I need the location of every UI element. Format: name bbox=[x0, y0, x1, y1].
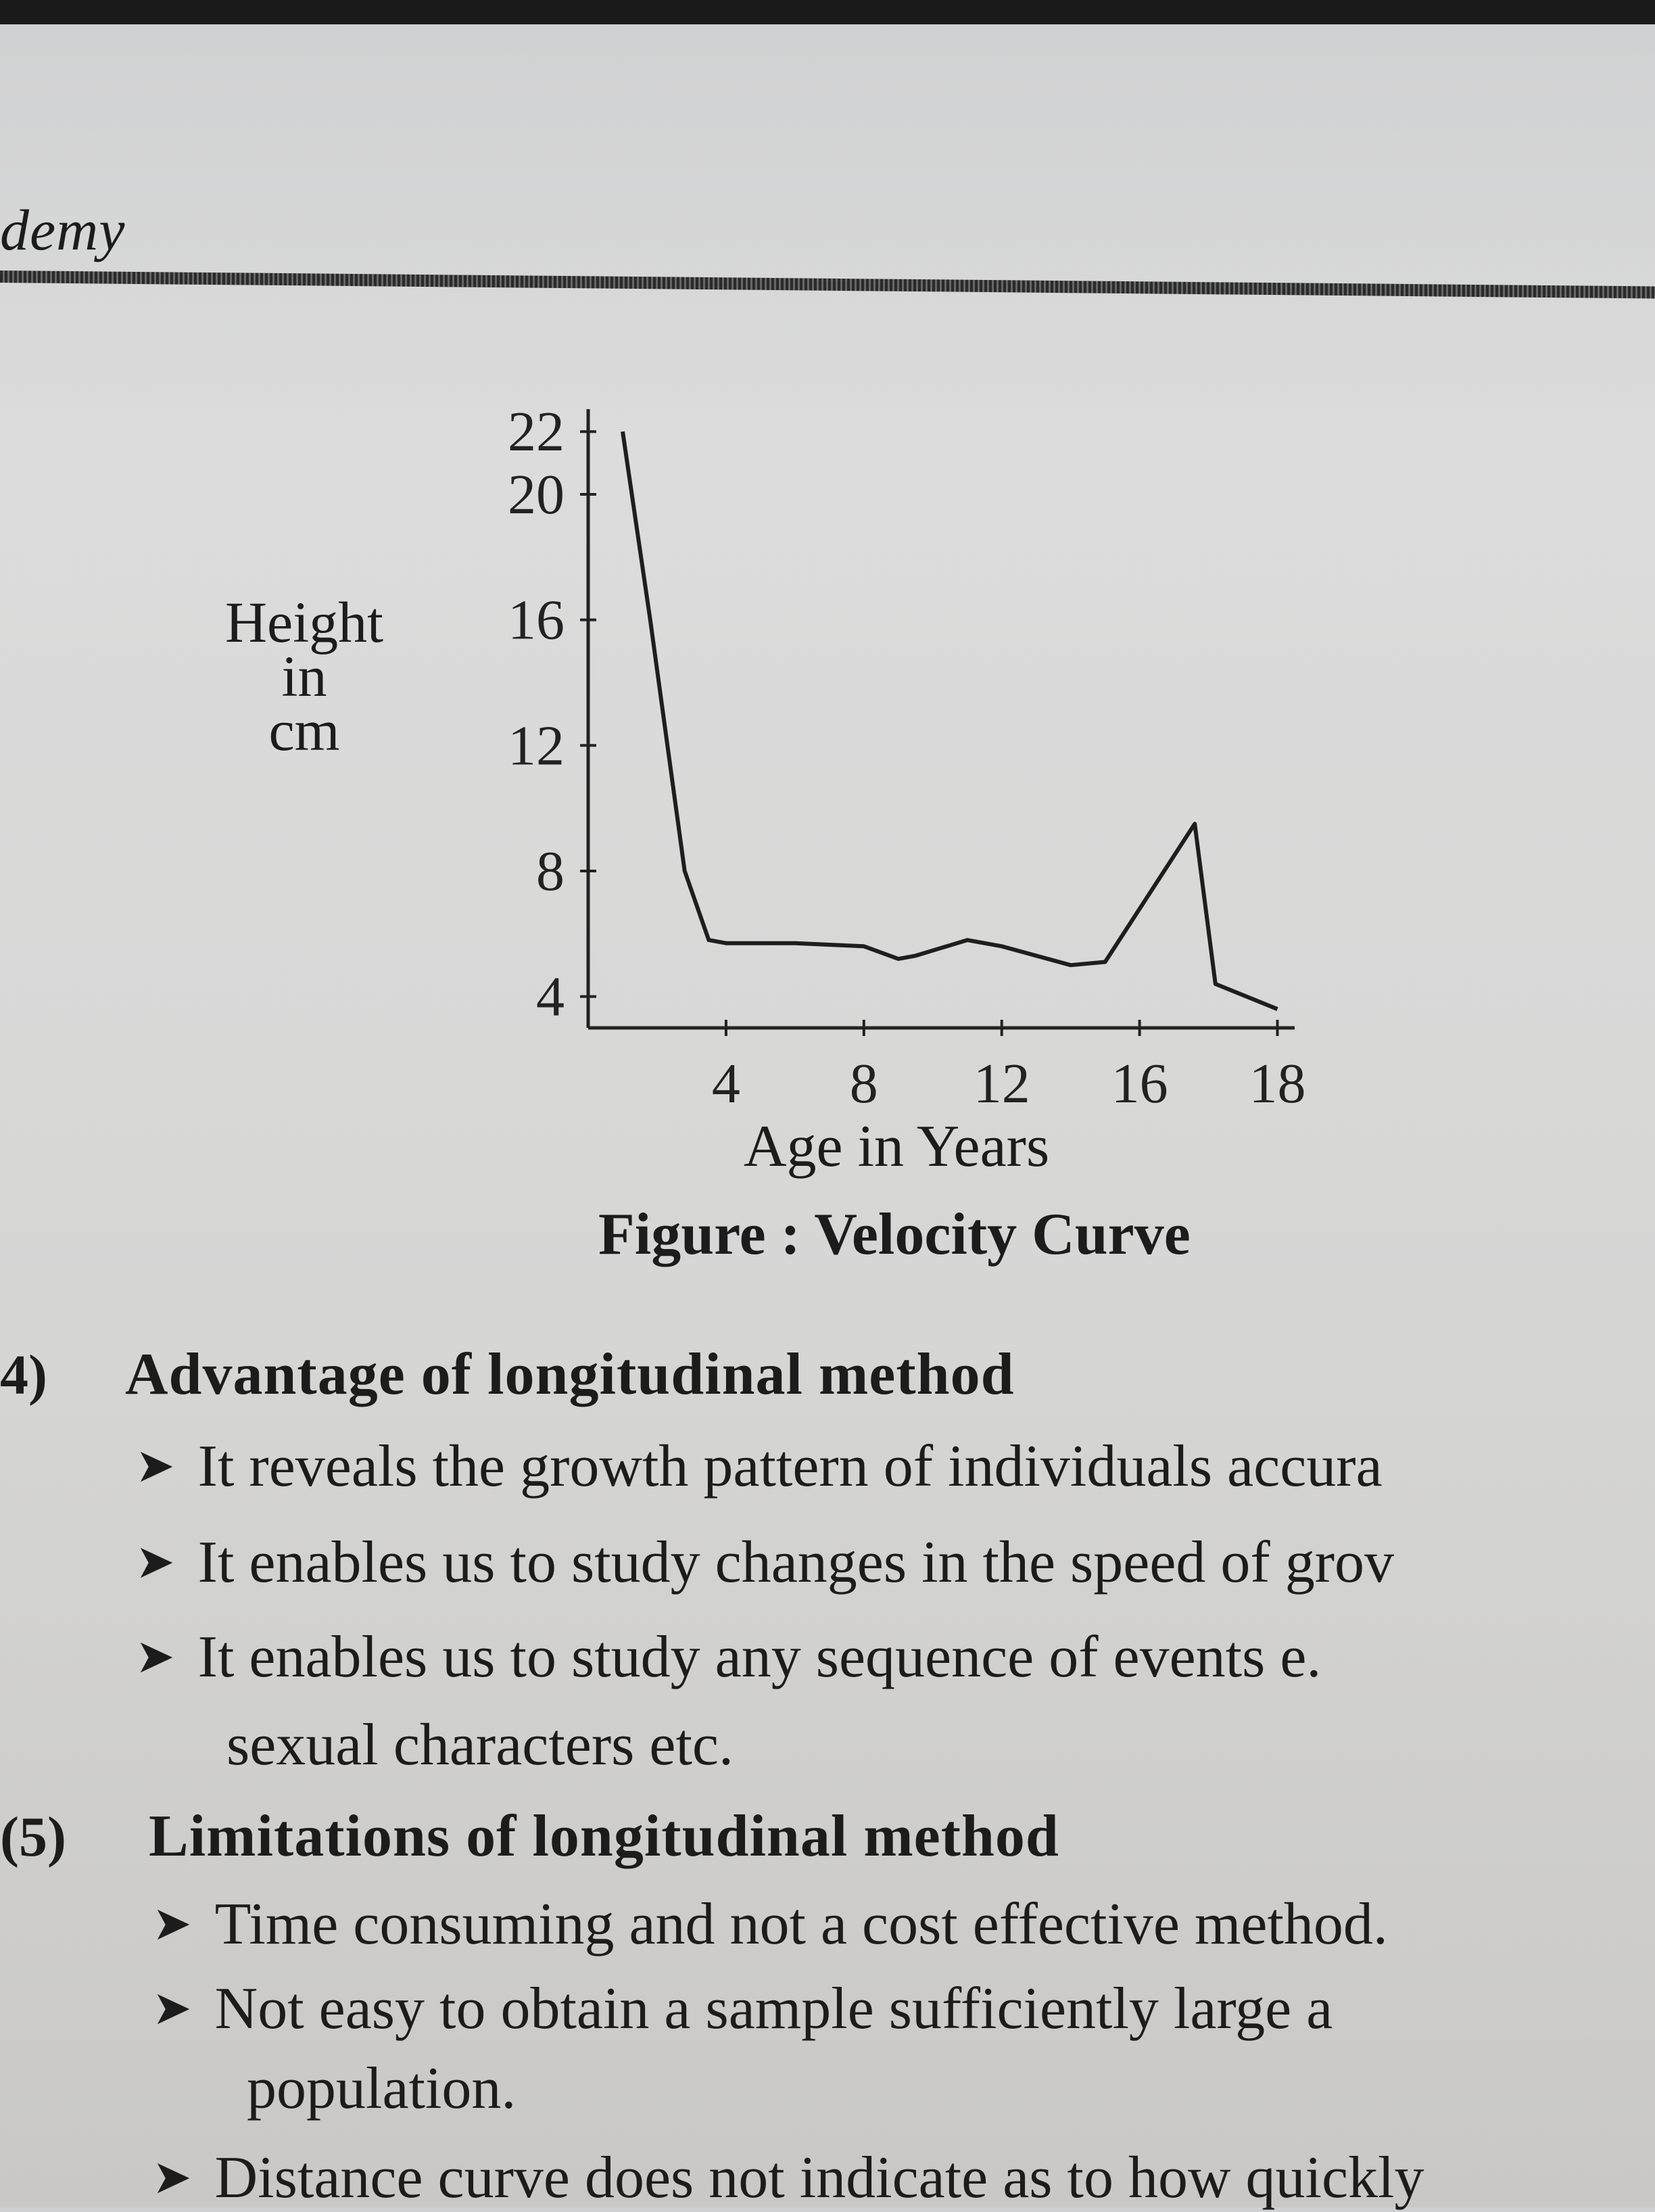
bullet-continuation: sexual characters etc. bbox=[226, 1712, 734, 1778]
list-item: ➤ Not easy to obtain a sample sufficientl… bbox=[152, 1975, 1333, 2043]
y-axis-label: Height in cm bbox=[203, 590, 406, 763]
y-tick-label: 20 bbox=[508, 463, 565, 526]
x-ticks: 4 8 12 16 18 bbox=[712, 1020, 1306, 1109]
list-item: ➤ It enables us to study any sequence of … bbox=[135, 1623, 1321, 1691]
y-axis-label-line: Height bbox=[224, 590, 384, 655]
figure-caption: Figure : Velocity Curve bbox=[598, 1202, 1191, 1267]
bullet-text: Not easy to obtain a sample sufficiently… bbox=[214, 1976, 1333, 2042]
series bbox=[621, 431, 1278, 1011]
list-item: ➤ Distance curve does not indicate as to … bbox=[152, 2144, 1424, 2212]
list-item: ➤ It reveals the growth pattern of indivi… bbox=[135, 1432, 1383, 1501]
x-tick-label: 12 bbox=[974, 1052, 1030, 1109]
list-item: ➤ It enables us to study changes in the s… bbox=[135, 1528, 1394, 1597]
bullet-arrow-icon: ➤ bbox=[135, 1631, 175, 1683]
y-axis-label-line: in bbox=[281, 644, 327, 709]
bullet-text: It reveals the growth pattern of individ… bbox=[197, 1434, 1383, 1499]
header-rule bbox=[0, 270, 1655, 299]
list-item: ➤ Time consuming and not a cost effective… bbox=[152, 1890, 1388, 1958]
bullet-text: It enables us to study changes in the sp… bbox=[197, 1530, 1395, 1595]
y-tick-label: 16 bbox=[508, 589, 565, 652]
chart-axes bbox=[586, 409, 1295, 1030]
bullet-arrow-icon: ➤ bbox=[152, 2152, 192, 2204]
bullet-arrow-icon: ➤ bbox=[152, 1983, 192, 2035]
section-5-title: Limitations of longitudinal method bbox=[149, 1804, 1059, 1869]
y-tick-label: 4 bbox=[536, 966, 565, 1029]
bullet-text: It enables us to study any sequence of e… bbox=[197, 1624, 1322, 1690]
y-axis-label-line: cm bbox=[268, 698, 340, 763]
bullet-text: Distance curve does not indicate as to h… bbox=[214, 2145, 1424, 2211]
top-shadow bbox=[0, 0, 1655, 24]
x-tick-label: 8 bbox=[850, 1052, 878, 1109]
y-tick-label: 12 bbox=[508, 714, 565, 777]
x-tick-label: 16 bbox=[1111, 1052, 1168, 1109]
y-tick-label: 22 bbox=[508, 400, 565, 463]
section-4-number: 4) bbox=[0, 1344, 47, 1407]
y-tick-label: 8 bbox=[536, 840, 565, 903]
section-4-title: Advantage of longitudinal method bbox=[125, 1342, 1015, 1407]
velocity-series-line bbox=[621, 431, 1278, 1011]
bullet-continuation: population. bbox=[247, 2056, 517, 2121]
x-tick-label: 4 bbox=[712, 1052, 740, 1109]
section-5-number: (5) bbox=[0, 1806, 66, 1868]
bullet-arrow-icon: ➤ bbox=[152, 1898, 192, 1950]
x-tick-label: 18 bbox=[1249, 1052, 1306, 1109]
running-header: demy bbox=[0, 197, 126, 262]
bullet-arrow-icon: ➤ bbox=[135, 1536, 175, 1589]
bullet-text: Time consuming and not a cost effective … bbox=[214, 1891, 1388, 1957]
x-axis-label: Age in Years bbox=[744, 1114, 1050, 1179]
bullet-arrow-icon: ➤ bbox=[135, 1440, 175, 1492]
